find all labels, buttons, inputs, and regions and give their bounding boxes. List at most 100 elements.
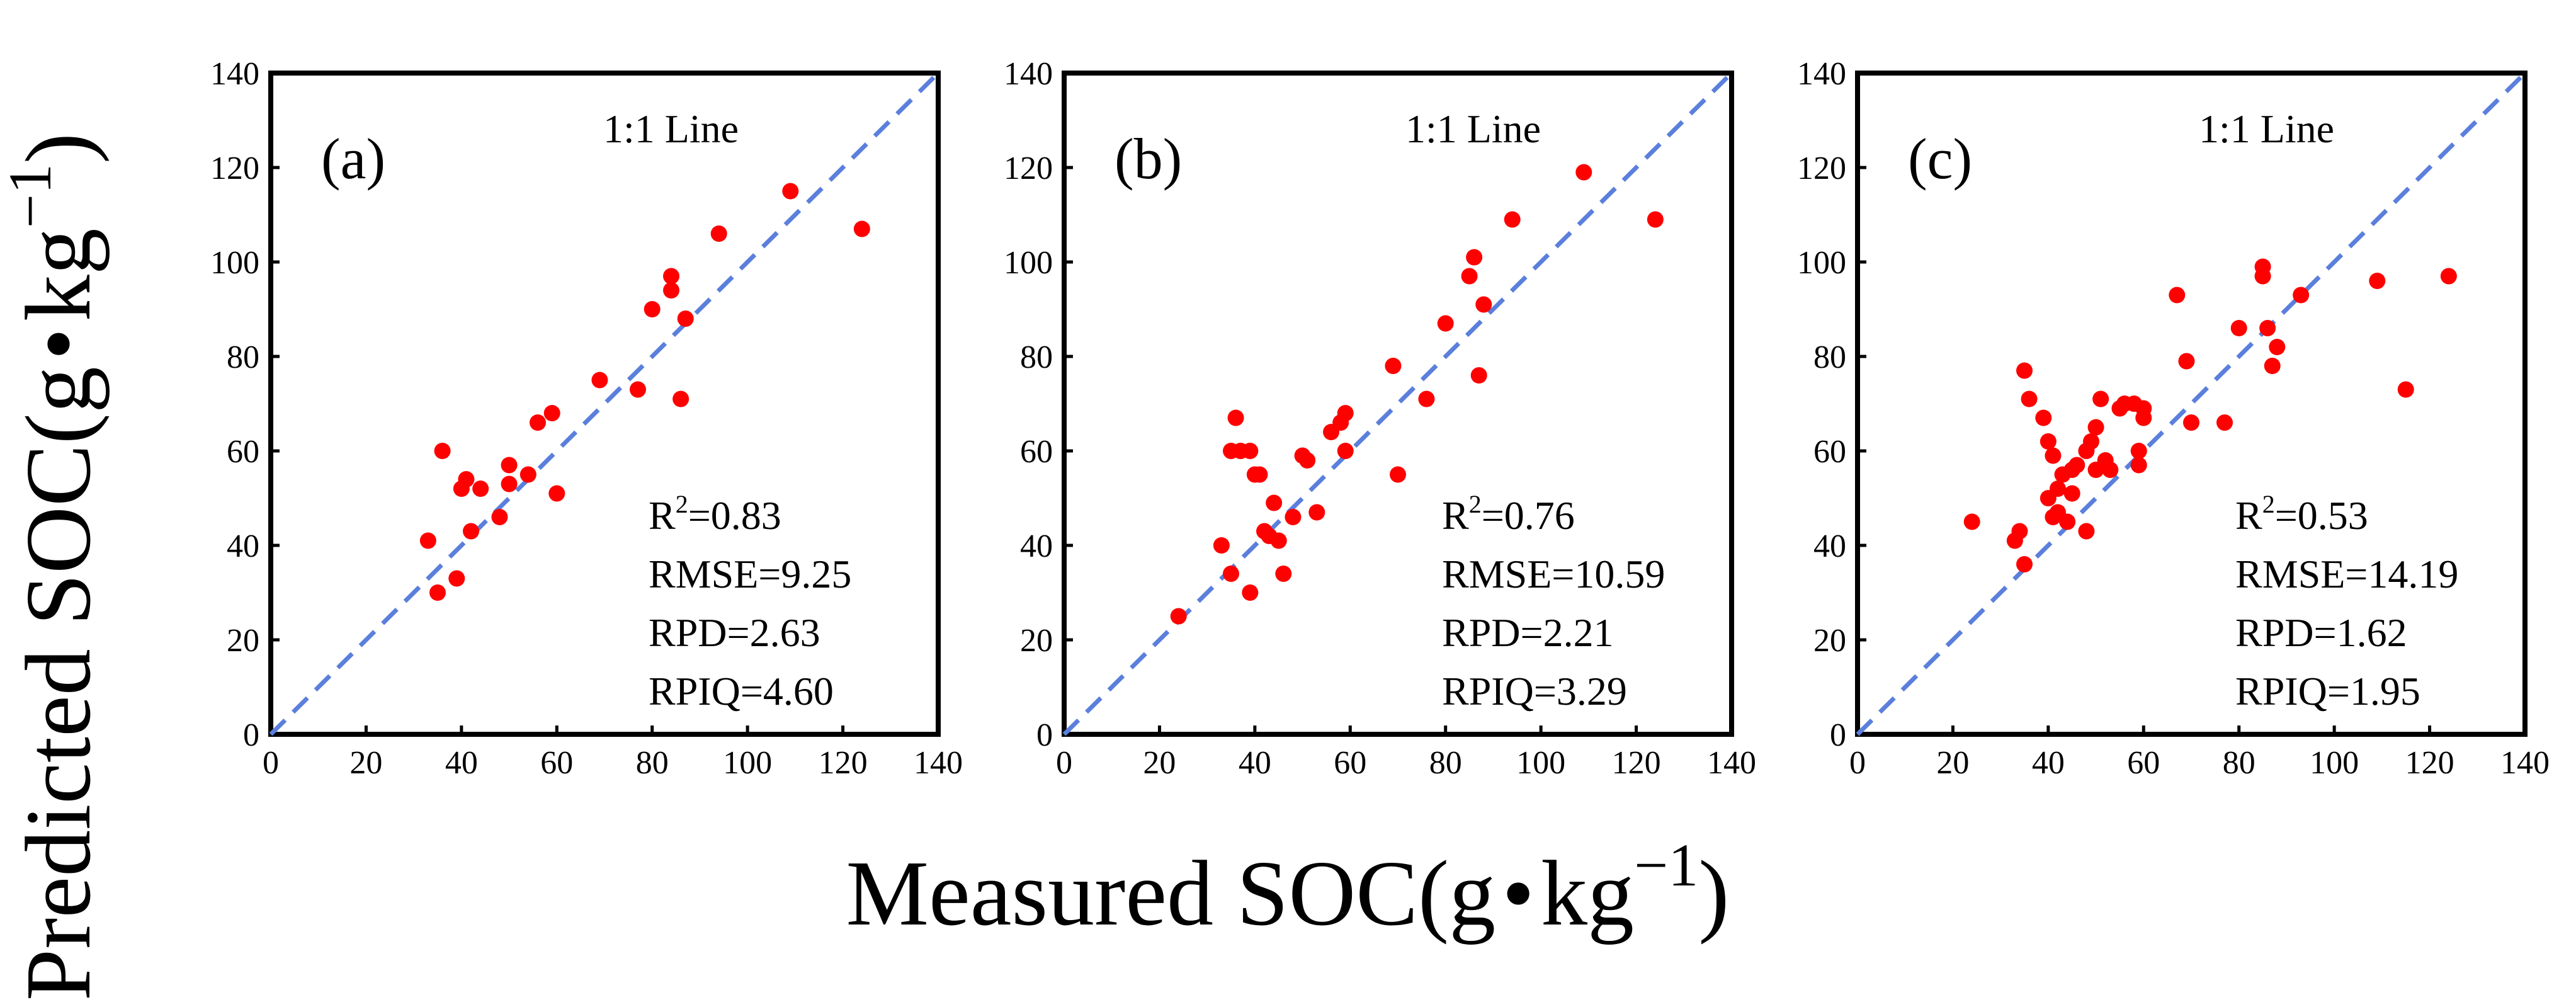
panel-c-data-point (2397, 381, 2414, 398)
panel-a-data-point (501, 457, 518, 474)
panel-a-y-tick-label: 40 (227, 528, 259, 564)
panel-c-rpiq: RPIQ=1.95 (2235, 669, 2420, 714)
panel-c-line-label: 1:1 Line (2199, 106, 2334, 151)
panel-a-data-point (672, 390, 689, 407)
panel-b-data-point (1170, 608, 1187, 625)
panel-a-y-tick-label: 60 (227, 434, 259, 470)
panel-c-data-point (2016, 362, 2033, 379)
panel-c-data-point (2130, 443, 2147, 459)
panel-b-data-point (1461, 268, 1478, 285)
panel-b-x-tick-label: 0 (1056, 745, 1072, 781)
panel-a-x-tick-label: 20 (349, 745, 382, 781)
panel-b-rpiq: RPIQ=3.29 (1442, 669, 1627, 714)
panel-a-r2: R2=0.83 (649, 490, 781, 538)
panel-b-y-tick-label: 100 (1004, 245, 1053, 281)
panel-c-data-point (2021, 390, 2038, 407)
panel-c-axes: 0 20 40 60 80 100 120 140 0 20 40 60 80 100 120 140 (1797, 56, 2550, 781)
panel-a-data-point (591, 372, 608, 389)
panel-b-points (1170, 164, 1664, 625)
panel-c-x-tick-label: 120 (2405, 745, 2454, 781)
panel-a-data-point (472, 481, 489, 497)
panel-a-rmse: RMSE=9.25 (649, 552, 851, 596)
panel-b-y-tick-label: 20 (1020, 623, 1053, 659)
panel-b-x-tick-label: 40 (1239, 745, 1271, 781)
panel-b-data-point (1270, 532, 1287, 549)
panel-c-data-point (2102, 462, 2119, 478)
panel-b-data-point (1213, 537, 1230, 554)
panel-a-x-tick-label: 60 (540, 745, 573, 781)
panel-c-data-point (1963, 513, 1980, 530)
panel-c-data-point (2130, 457, 2147, 474)
panel-b-data-point (1466, 249, 1483, 266)
panel-a-data-point (519, 466, 536, 483)
panel-b-y-tick-label: 60 (1020, 434, 1053, 470)
panel-c-x-tick-label: 140 (2500, 745, 2550, 781)
panel-c-data-point (2016, 556, 2033, 572)
panel-b-data-point (1647, 211, 1664, 228)
panel-c-data-point (2092, 390, 2109, 407)
panel-b-data-point (1275, 566, 1292, 582)
panel-c-data-point (2259, 320, 2276, 336)
panel-b-data-point (1299, 452, 1316, 469)
panel-a-axes: 0 20 40 60 80 100 120 140 0 20 40 60 80 100 120 140 (210, 56, 963, 781)
panel-a-data-point (548, 485, 565, 502)
panel-c-data-point (2050, 481, 2066, 497)
panel-b-data-point (1337, 443, 1354, 459)
panel-a-letter: (a) (321, 127, 385, 191)
panel-b-data-point (1251, 466, 1268, 483)
panel-b-letter: (b) (1115, 127, 1182, 191)
panel-c-y-tick-label: 60 (1813, 434, 1846, 470)
panel-b-rmse: RMSE=10.59 (1442, 552, 1665, 596)
panel-b-data-point (1385, 358, 1402, 374)
panel-c-x-tick-label: 100 (2310, 745, 2359, 781)
panel-b-data-point (1242, 443, 1259, 459)
panel-b-data-point (1437, 315, 1454, 332)
panel-c-rpd: RPD=1.62 (2235, 610, 2407, 655)
panel-c-data-point (2183, 414, 2199, 431)
panel-a-data-point (429, 584, 446, 601)
panel-c-data-point (2293, 287, 2310, 304)
panel-c-data-point (2068, 457, 2085, 474)
panel-a-rpiq: RPIQ=4.60 (649, 669, 834, 714)
panel-c-frame (1855, 71, 2528, 737)
panel-c-x-tick-label: 40 (2032, 745, 2065, 781)
x-axis-label: Measured SOC(g•kg−1) (846, 831, 1729, 945)
panel-a-y-tick-label: 20 (227, 623, 259, 659)
panel-b-data-point (1390, 466, 1406, 483)
panel-c-y-tick-label: 100 (1797, 245, 1846, 281)
panel-c-data-point (2078, 523, 2095, 540)
panel-a-data-point (501, 475, 518, 492)
panel-a-x-tick-label: 120 (819, 745, 868, 781)
panel-c-data-point (2063, 485, 2080, 502)
panel-a-data-point (663, 282, 679, 299)
panel-a-x-tick-label: 0 (263, 745, 279, 781)
panel-a-y-tick-label: 100 (210, 245, 259, 281)
panel-b-data-point (1470, 367, 1487, 384)
panel-b-y-tick-label: 120 (1004, 151, 1053, 186)
panel-b-y-tick-label: 0 (1036, 717, 1053, 753)
panel-c-y-tick-label: 40 (1813, 528, 1846, 564)
panel-b-x-tick-label: 20 (1143, 745, 1176, 781)
panel-b-data-point (1308, 504, 1325, 521)
panel-b-data-point (1475, 296, 1492, 313)
panel-a-x-tick-label: 40 (445, 745, 478, 781)
panel-b-y-tick-label: 140 (1004, 56, 1053, 92)
panel-c-data-point (2269, 339, 2286, 355)
panel-c-data-point (2087, 419, 2104, 436)
panel-b-x-tick-label: 140 (1707, 745, 1756, 781)
panel-b-data-point (1575, 164, 1592, 181)
panel-a-x-tick-label: 100 (723, 745, 772, 781)
panel-b-data-point (1418, 390, 1435, 407)
panel-c-y-tick-label: 140 (1797, 56, 1846, 92)
panel-c-x-tick-label: 80 (2223, 745, 2255, 781)
panel-a-data-point (434, 443, 451, 459)
panel-a-x-tick-label: 80 (636, 745, 669, 781)
panel-c-y-tick-label: 0 (1830, 717, 1846, 753)
panel-a-points (419, 183, 870, 601)
panel-a-data-point (853, 220, 870, 237)
panel-a-frame (268, 71, 941, 737)
panel-b-data-point (1285, 509, 1302, 525)
panel-a-data-point (448, 570, 465, 587)
panel-c-data-point (2178, 353, 2195, 370)
